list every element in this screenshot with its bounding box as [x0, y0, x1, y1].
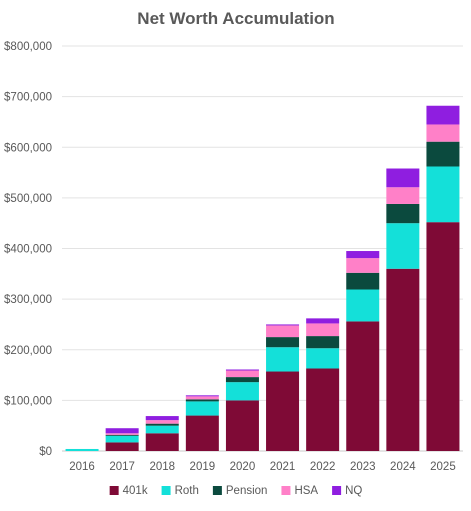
bar-segment-nq-2020	[225, 369, 259, 371]
bar-segment-roth-2017	[105, 435, 139, 443]
bar-segment-hsa-2022	[306, 323, 340, 337]
y-tick-label: $300,000	[4, 294, 52, 306]
legend-swatch-nq	[332, 486, 342, 495]
legend-label-nq: NQ	[345, 485, 362, 497]
bar-segment-hsa-2018	[145, 420, 179, 424]
gridlines	[62, 45, 463, 452]
y-tick-label: $500,000	[4, 193, 52, 205]
legend-swatch-401k	[109, 486, 119, 495]
bar-segment-401k-2020	[225, 400, 259, 451]
chart-title: Net Worth Accumulation	[137, 9, 334, 28]
x-tick-label: 2023	[350, 461, 376, 473]
x-tick-label: 2022	[310, 461, 336, 473]
bar-segment-nq-2018	[145, 416, 179, 421]
bar-segment-401k-2019	[185, 415, 219, 451]
legend-swatch-roth	[161, 486, 171, 495]
y-tick-label: $100,000	[4, 395, 52, 407]
bar-segment-401k-2018	[145, 433, 179, 451]
bar-segment-pension-2019	[185, 399, 219, 402]
x-tick-label: 2021	[270, 461, 296, 473]
legend-label-hsa: HSA	[294, 485, 318, 497]
y-tick-label: $400,000	[4, 244, 52, 256]
bar-segment-hsa-2020	[225, 370, 259, 378]
bar-segment-401k-2022	[306, 368, 340, 451]
x-tick-label: 2020	[230, 461, 256, 473]
bar-segment-pension-2025	[426, 141, 460, 167]
bar-segment-roth-2021	[266, 347, 300, 372]
y-axis-tick-labels: $0 $100,000 $200,000 $300,000 $400,000 $500,0…	[4, 41, 52, 458]
bar-segment-401k-2025	[426, 222, 460, 451]
bar-segment-pension-2020	[225, 377, 259, 383]
bar-segment-hsa-2021	[266, 325, 300, 338]
bar-segment-pension-2023	[346, 272, 380, 290]
legend-label-roth: Roth	[175, 485, 199, 497]
bar-segment-roth-2018	[145, 425, 179, 434]
y-tick-label: $700,000	[4, 92, 52, 104]
x-tick-label: 2018	[149, 461, 175, 473]
bar-segment-hsa-2025	[426, 124, 460, 142]
bar-segment-roth-2023	[346, 289, 380, 322]
legend-label-401k: 401k	[123, 485, 148, 497]
bar-segment-hsa-2023	[346, 258, 380, 273]
legend-label-pension: Pension	[226, 485, 268, 497]
bar-segment-roth-2019	[185, 401, 219, 416]
x-tick-label: 2024	[390, 461, 416, 473]
bar-segment-nq-2023	[346, 251, 380, 259]
bar-segment-nq-2017	[105, 428, 139, 434]
y-tick-label: $200,000	[4, 345, 52, 357]
y-tick-label: $0	[39, 446, 52, 458]
bar-segment-roth-2025	[426, 166, 460, 223]
bar-segment-401k-2023	[346, 321, 380, 451]
bar-segment-pension-2017	[105, 434, 139, 436]
bar-segment-nq-2022	[306, 318, 340, 324]
bar-segment-401k-2024	[386, 268, 420, 451]
bar-segment-nq-2025	[426, 105, 460, 125]
bar-segment-nq-2019	[185, 395, 219, 397]
bar-segment-pension-2024	[386, 203, 420, 224]
bar-segment-roth-2016	[65, 448, 99, 451]
x-tick-label: 2025	[430, 461, 456, 473]
x-tick-label: 2019	[190, 461, 216, 473]
bars	[65, 105, 460, 451]
bar-segment-pension-2022	[306, 336, 340, 349]
bar-segment-pension-2021	[266, 337, 300, 348]
bar-segment-401k-2017	[105, 442, 139, 451]
y-tick-label: $800,000	[4, 41, 52, 53]
bar-segment-hsa-2019	[185, 396, 219, 400]
bar-segment-hsa-2024	[386, 187, 420, 204]
bar-segment-roth-2020	[225, 382, 259, 401]
bar-segment-roth-2022	[306, 348, 340, 369]
x-tick-label: 2016	[69, 461, 95, 473]
x-axis-tick-labels: 2016 2017 2018 2019 2020 2021 2022 2023 2024 2025	[69, 461, 455, 473]
y-tick-label: $600,000	[4, 142, 52, 154]
legend: 401k Roth Pension HSA NQ	[109, 485, 362, 497]
legend-swatch-hsa	[281, 486, 291, 495]
bar-segment-nq-2024	[386, 168, 420, 188]
bar-segment-pension-2018	[145, 423, 179, 426]
bar-segment-roth-2024	[386, 223, 420, 269]
bar-segment-nq-2021	[266, 324, 300, 326]
legend-swatch-pension	[212, 486, 222, 495]
x-tick-label: 2017	[109, 461, 135, 473]
bar-segment-hsa-2017	[105, 433, 139, 435]
bar-segment-401k-2021	[266, 371, 300, 451]
